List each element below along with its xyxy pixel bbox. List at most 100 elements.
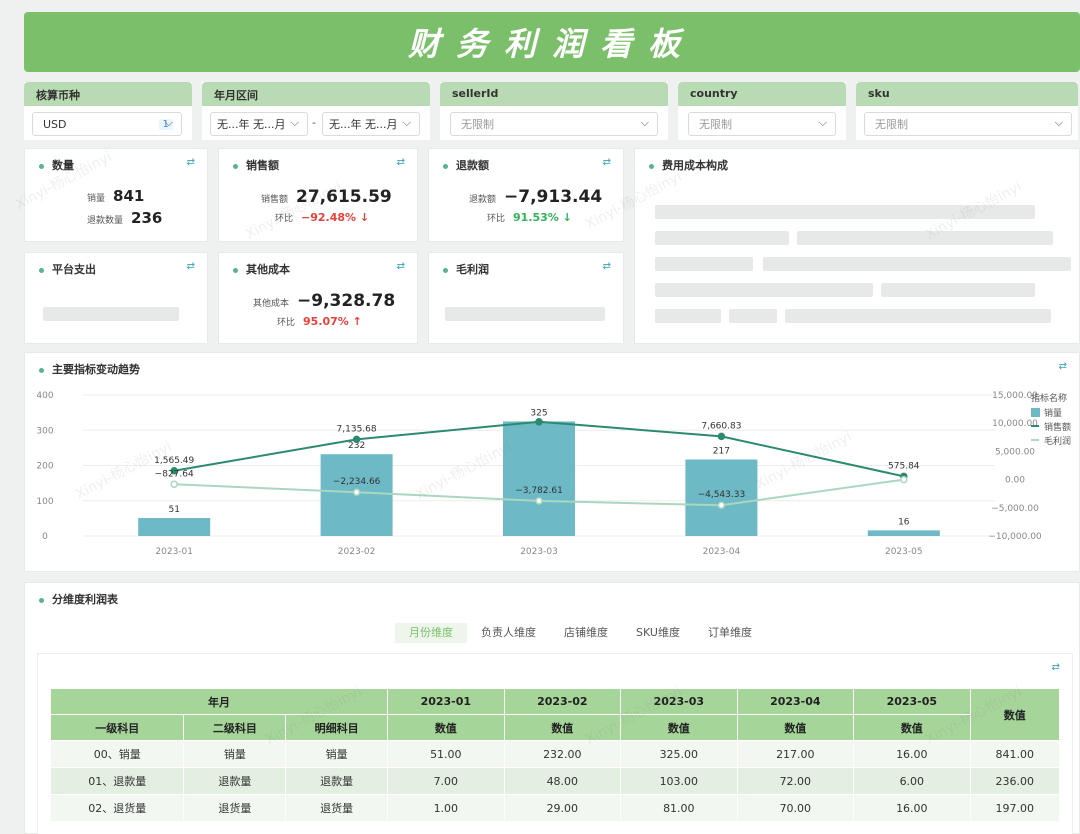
chevron-down-icon: ⌵ (164, 116, 173, 129)
dimension-profit-panel: 分维度利润表 月份维度 负责人维度 店铺维度 SKU维度 订单维度 ⇄ 年月 2… (24, 582, 1080, 834)
table-row: 02、退货量 退货量 退货量 1.00 29.00 81.00 70.00 16.00 197.… (49, 794, 1061, 822)
bar (503, 421, 575, 536)
line-data-label: −827.64 (155, 469, 194, 479)
tab-owner[interactable]: 负责人维度 (481, 626, 536, 639)
x-tick-label: 2023-01 (155, 547, 193, 557)
sales-mom-value: −92.48% ↓ (301, 211, 370, 224)
currency-filter-label: 核算币种 (24, 82, 192, 106)
drill-icon[interactable]: ⇄ (602, 261, 611, 272)
y-left-tick-label: 400 (36, 391, 53, 401)
drill-icon[interactable]: ⇄ (602, 157, 611, 168)
header-month: 2023-04 (736, 688, 855, 715)
header-value: 数值 (736, 714, 855, 741)
table-cell: 退款量 (285, 767, 389, 795)
gross-profit-card: 毛利润 ⇄ (428, 252, 624, 344)
table-cell: 销量 (183, 740, 287, 768)
period-separator: - (312, 116, 316, 129)
sales-qty-value: 841 (113, 187, 145, 205)
country-filter-label: country (678, 82, 846, 106)
line-point (535, 497, 543, 505)
line-point (717, 501, 726, 509)
table-cell: 退货量 (285, 794, 389, 822)
refund-mom-label: 环比 (487, 214, 506, 224)
period-end-select[interactable]: 无...年 无...月 ⌵ (322, 112, 420, 136)
line-point (535, 418, 543, 426)
currency-select[interactable]: USD 1 ⌵ (32, 112, 182, 136)
refund-qty-value: 236 (131, 209, 163, 227)
seller-filter: sellerId 无限制 ⌵ (440, 82, 668, 140)
table-cell: 70.00 (736, 794, 855, 822)
drill-icon[interactable]: ⇄ (396, 261, 405, 272)
tab-month[interactable]: 月份维度 (395, 623, 467, 643)
header-value: 数值 (620, 714, 738, 741)
platform-card: 平台支出 ⇄ (24, 252, 208, 344)
sales-qty-label: 销量 (87, 194, 106, 204)
other-cost-mom-row: 环比 95.07% ↑ (277, 315, 362, 328)
header-level2[interactable]: 二级科目 (183, 714, 287, 741)
drill-icon[interactable]: ⇄ (186, 261, 195, 272)
skeleton-bar (655, 309, 721, 323)
refund-row: 退款额 −7,913.44 (469, 187, 602, 207)
period-start-select[interactable]: 无...年 无...月 ⌵ (210, 112, 308, 136)
header-value: 数值 (387, 714, 505, 741)
sales-mom-label: 环比 (275, 214, 294, 224)
skeleton-bar (43, 307, 179, 321)
sku-value: 无限制 (875, 118, 908, 131)
y-left-tick-label: 300 (36, 426, 53, 436)
header-level1[interactable]: 一级科目 (49, 714, 185, 741)
refund-label: 退款额 (469, 195, 497, 205)
page-title: 财务利润看板 (407, 25, 696, 63)
table-cell: 00、销量 (49, 740, 185, 768)
quantity-card: 数量 ⇄ 销量 841 退款数量 236 (24, 148, 208, 242)
chevron-down-icon: ⌵ (402, 116, 411, 129)
tab-store[interactable]: 店铺维度 (564, 626, 608, 639)
refund-mom-value: 91.53% ↓ (513, 211, 572, 224)
table-cell: 6.00 (853, 767, 971, 795)
header-value: 数值 (503, 714, 622, 741)
line-data-label: −3,782.61 (515, 486, 563, 496)
table-cell: 16.00 (853, 794, 971, 822)
sku-filter-label: sku (856, 82, 1078, 106)
y-left-tick-label: 100 (36, 497, 53, 507)
table-cell: 197.00 (969, 794, 1061, 822)
drill-icon[interactable]: ⇄ (186, 157, 195, 168)
table-cell: 01、退款量 (49, 767, 185, 795)
x-tick-label: 2023-02 (338, 547, 376, 557)
country-value: 无限制 (699, 118, 732, 131)
line-data-label: −4,543.33 (698, 490, 746, 500)
sku-select[interactable]: 无限制 ⌵ (864, 112, 1072, 136)
chevron-down-icon: ⌵ (290, 116, 299, 129)
sku-filter: sku 无限制 ⌵ (856, 82, 1078, 140)
card-title: 费用成本构成 (649, 157, 728, 173)
legend-swatch-sales-qty (1031, 408, 1040, 417)
tab-sku[interactable]: SKU维度 (636, 626, 680, 639)
table-cell: 退款量 (183, 767, 287, 795)
refund-qty-label: 退款数量 (87, 216, 124, 226)
card-title: 数量 (39, 157, 74, 173)
refund-mom-row: 环比 91.53% ↓ (487, 211, 572, 224)
sales-value: 27,615.59 (296, 187, 392, 207)
legend-label: 毛利润 (1044, 435, 1071, 447)
sales-qty-row: 销量 841 (87, 187, 144, 205)
table-cell: 48.00 (503, 767, 622, 795)
line-data-label: −2,234.66 (333, 477, 381, 487)
trend-chart: 0 100 200 300 400 −10,000.00 −5,000.00 0.00 5,00… (36, 391, 1071, 557)
tab-order[interactable]: 订单维度 (707, 626, 752, 639)
seller-filter-label: sellerId (440, 82, 668, 106)
table-container: ⇄ 年月 2023-01 2023-02 2023-03 2023-04 202… (37, 653, 1073, 834)
line-point (352, 488, 361, 496)
drill-icon[interactable]: ⇄ (1058, 361, 1067, 372)
period-filter-label: 年月区间 (202, 82, 430, 106)
table-cell: 325.00 (620, 740, 738, 768)
line-data-label: 7,135.68 (337, 424, 377, 434)
skeleton-bar (655, 257, 753, 271)
other-cost-card: 其他成本 ⇄ 其他成本 −9,328.78 环比 95.07% ↑ (218, 252, 418, 344)
card-title: 毛利润 (443, 261, 489, 277)
drill-icon[interactable]: ⇄ (396, 157, 405, 168)
country-select[interactable]: 无限制 ⌵ (688, 112, 836, 136)
skeleton-bar (797, 231, 1053, 245)
drill-icon[interactable]: ⇄ (1051, 662, 1060, 673)
seller-select[interactable]: 无限制 ⌵ (450, 112, 658, 136)
bar (685, 459, 758, 536)
header-detail[interactable]: 明细科目 (285, 714, 389, 741)
